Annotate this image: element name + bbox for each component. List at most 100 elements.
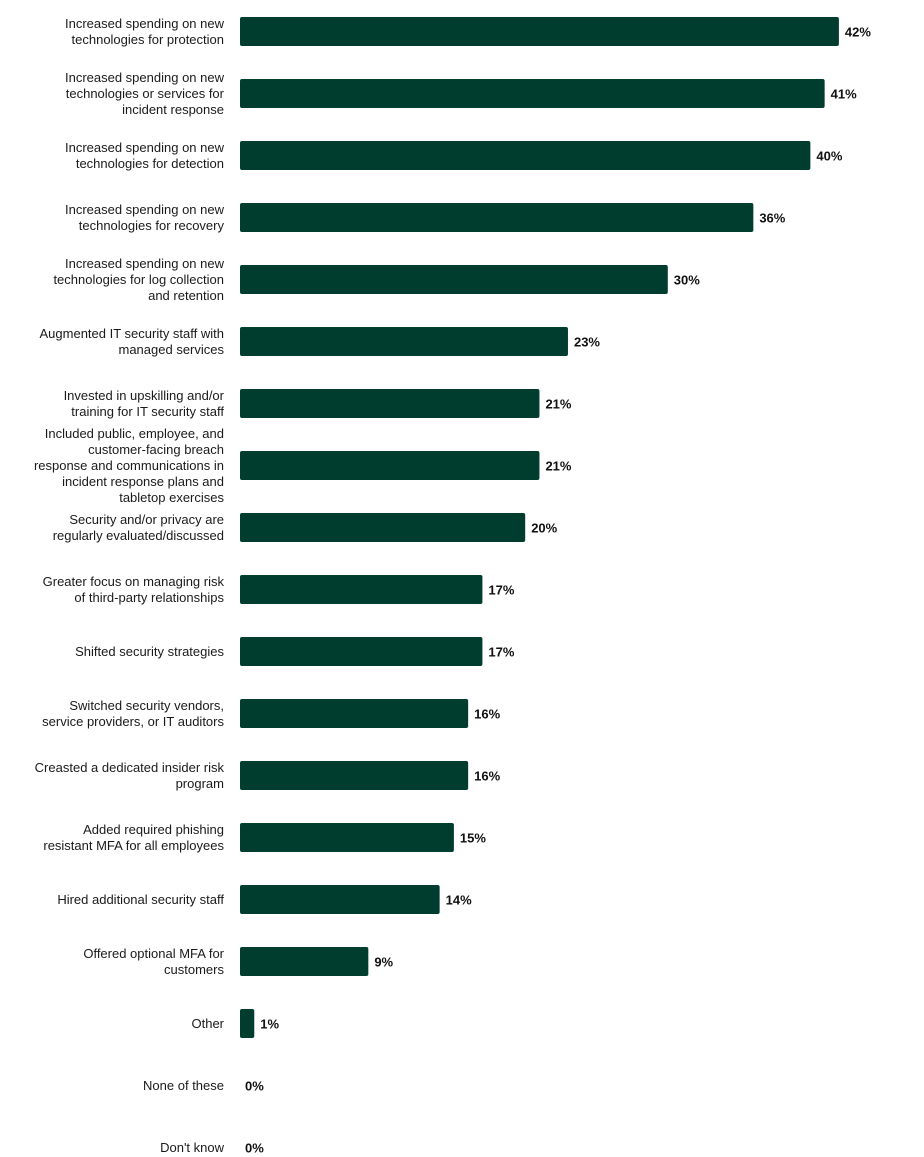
category-label-line: technologies for detection <box>76 156 224 171</box>
bar <box>240 141 811 170</box>
category-label: Augmented IT security staff with managed … <box>40 326 225 357</box>
bar <box>240 389 540 418</box>
value-label: 21% <box>545 397 571 412</box>
bar <box>240 761 469 790</box>
bar <box>240 1009 255 1038</box>
category-label-line: Creasted a dedicated insider risk <box>35 760 225 775</box>
category-label: Other <box>191 1016 224 1031</box>
bar-row: Increased spending on new technologies fo… <box>53 256 700 303</box>
category-label-line: Invested in upskilling and/or <box>64 388 225 403</box>
value-label: 41% <box>831 87 857 102</box>
category-label-line: Offered optional MFA for <box>83 946 224 961</box>
value-label: 21% <box>545 459 571 474</box>
category-label: Shifted security strategies <box>75 644 224 659</box>
category-label-line: managed services <box>119 342 225 357</box>
category-label-line: Increased spending on new <box>65 140 225 155</box>
value-label: 0% <box>245 1141 264 1156</box>
value-label: 20% <box>531 521 557 536</box>
category-label-line: customers <box>164 962 224 977</box>
category-label: None of these <box>143 1078 224 1093</box>
category-label: Included public, employee, and customer-f… <box>34 426 225 505</box>
value-label: 36% <box>759 211 785 226</box>
category-label: Don't know <box>160 1140 225 1155</box>
category-label-line: resistant MFA for all employees <box>43 838 224 853</box>
category-label: Added required phishing resistant MFA for… <box>43 822 224 853</box>
bar-row: Increased spending on new technologies or… <box>65 70 857 117</box>
category-label-line: Don't know <box>160 1140 225 1155</box>
category-label: Increased spending on new technologies fo… <box>65 202 225 233</box>
category-label-line: technologies or services for <box>66 86 225 101</box>
value-label: 42% <box>845 25 871 40</box>
category-label: Increased spending on new technologies fo… <box>65 16 225 47</box>
category-label-line: technologies for log collection <box>53 272 224 287</box>
bar <box>240 575 483 604</box>
category-label-line: Increased spending on new <box>65 202 225 217</box>
category-label: Creasted a dedicated insider risk program <box>35 760 225 791</box>
category-label-line: technologies for recovery <box>79 218 225 233</box>
bar <box>240 637 483 666</box>
category-label-line: incident response plans and <box>62 474 224 489</box>
bar <box>240 947 369 976</box>
value-label: 15% <box>460 831 486 846</box>
category-label-line: incident response <box>122 102 224 117</box>
bar <box>240 885 440 914</box>
bar-row: Increased spending on new technologies fo… <box>65 16 871 47</box>
value-label: 30% <box>674 273 700 288</box>
bar <box>240 203 754 232</box>
value-label: 17% <box>488 583 514 598</box>
value-label: 9% <box>374 955 393 970</box>
category-label-line: Other <box>191 1016 224 1031</box>
bar <box>240 699 469 728</box>
value-label: 16% <box>474 769 500 784</box>
value-label: 40% <box>816 149 842 164</box>
category-label-line: Security and/or privacy are <box>69 512 224 527</box>
bar-row: Other 1% <box>191 1009 279 1038</box>
category-label: Increased spending on new technologies or… <box>65 70 225 117</box>
bar-row: Security and/or privacy are regularly eva… <box>53 512 558 543</box>
category-label: Greater focus on managing risk of third-p… <box>43 574 225 605</box>
category-label-line: program <box>176 776 224 791</box>
category-label-line: Increased spending on new <box>65 70 225 85</box>
category-label-line: training for IT security staff <box>71 404 224 419</box>
category-label: Increased spending on new technologies fo… <box>53 256 224 303</box>
bar <box>240 265 668 294</box>
bar <box>240 327 568 356</box>
bar <box>240 17 839 46</box>
bar <box>240 513 526 542</box>
bar-row: Creasted a dedicated insider risk program… <box>35 760 501 791</box>
value-label: 16% <box>474 707 500 722</box>
bar-row: Invested in upskilling and/or training fo… <box>64 388 572 419</box>
category-label-line: Switched security vendors, <box>69 698 224 713</box>
category-label-line: customer-facing breach <box>88 442 224 457</box>
bar-row: Offered optional MFA for customers 9% <box>83 946 393 977</box>
value-label: 0% <box>245 1079 264 1094</box>
category-label-line: Included public, employee, and <box>45 426 224 441</box>
category-label-line: Augmented IT security staff with <box>40 326 225 341</box>
bar-row: Hired additional security staff 14% <box>57 885 472 914</box>
category-label-line: Shifted security strategies <box>75 644 224 659</box>
bar-row: Greater focus on managing risk of third-p… <box>43 574 515 605</box>
category-label-line: response and communications in <box>34 458 224 473</box>
value-label: 23% <box>574 335 600 350</box>
category-label-line: tabletop exercises <box>119 490 224 505</box>
bar-row: Don't know 0% <box>160 1140 264 1156</box>
category-label-line: Added required phishing <box>83 822 224 837</box>
bar-row: None of these 0% <box>143 1078 264 1094</box>
bar-row: Shifted security strategies 17% <box>75 637 515 666</box>
category-label-line: Increased spending on new <box>65 256 225 271</box>
category-label-line: Greater focus on managing risk <box>43 574 225 589</box>
category-label-line: service providers, or IT auditors <box>42 714 224 729</box>
category-label-line: and retention <box>148 288 224 303</box>
category-label: Increased spending on new technologies fo… <box>65 140 225 171</box>
value-label: 1% <box>260 1017 279 1032</box>
category-label-line: Increased spending on new <box>65 16 225 31</box>
bar-row: Included public, employee, and customer-f… <box>34 426 572 505</box>
bar <box>240 823 454 852</box>
category-label: Hired additional security staff <box>57 892 224 907</box>
bar <box>240 79 825 108</box>
bar-row: Augmented IT security staff with managed … <box>40 326 601 357</box>
bar-row: Switched security vendors, service provid… <box>42 698 500 729</box>
bar-row: Increased spending on new technologies fo… <box>65 140 843 171</box>
category-label: Invested in upskilling and/or training fo… <box>64 388 225 419</box>
